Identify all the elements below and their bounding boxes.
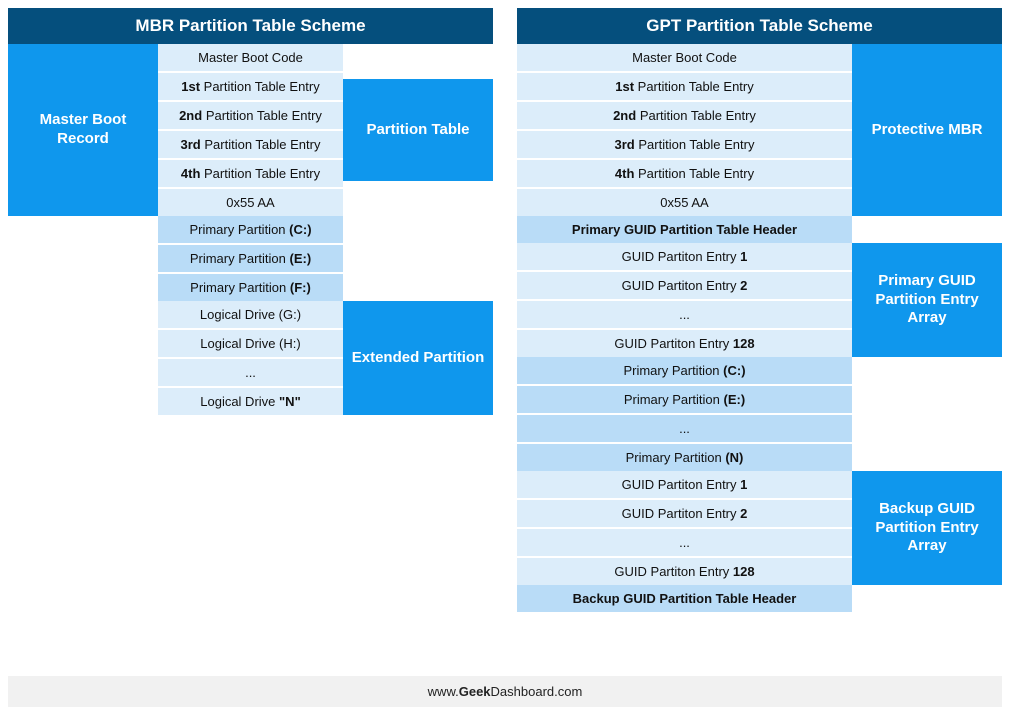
- segment-rows: Master Boot Code1st Partition Table Entr…: [158, 44, 343, 216]
- table-row: GUID Partiton Entry 2: [517, 500, 852, 529]
- mbr-segment: Primary Partition (C:)Primary Partition …: [8, 216, 493, 301]
- table-row: ...: [517, 301, 852, 330]
- table-row: ...: [517, 529, 852, 558]
- table-row: Primary Partition (E:): [517, 386, 852, 415]
- gpt-segment: GUID Partiton Entry 1GUID Partiton Entry…: [517, 471, 1002, 585]
- table-row: GUID Partiton Entry 1: [517, 471, 852, 500]
- segment-rows: GUID Partiton Entry 1GUID Partiton Entry…: [517, 471, 852, 585]
- mbr-right-column: Partition Table: [343, 44, 493, 216]
- gpt-segment: Master Boot Code1st Partition Table Entr…: [517, 44, 1002, 216]
- segment-rows: Backup GUID Partition Table Header: [517, 585, 852, 612]
- mbr-segment: Logical Drive (G:)Logical Drive (H:)...L…: [8, 301, 493, 415]
- blank-spacer: [343, 216, 493, 301]
- mbr-body: Master Boot RecordMaster Boot Code1st Pa…: [8, 44, 493, 415]
- segment-rows: GUID Partiton Entry 1GUID Partiton Entry…: [517, 243, 852, 357]
- table-row: ...: [517, 415, 852, 444]
- blank-spacer: [8, 301, 158, 415]
- footer-prefix: www.: [428, 684, 459, 699]
- table-row: 2nd Partition Table Entry: [158, 102, 343, 131]
- table-row: 3rd Partition Table Entry: [517, 131, 852, 160]
- mbr-right-label: Extended Partition: [343, 301, 493, 415]
- table-row: 0x55 AA: [517, 189, 852, 216]
- table-row: GUID Partiton Entry 128: [517, 558, 852, 585]
- blank-spacer: [343, 181, 493, 216]
- mbr-left-label: Master Boot Record: [8, 44, 158, 216]
- table-row: ...: [158, 359, 343, 388]
- segment-rows: Primary Partition (C:)Primary Partition …: [517, 357, 852, 471]
- footer-attribution: www.GeekDashboard.com: [8, 676, 1002, 707]
- table-row: Primary Partition (E:): [158, 245, 343, 274]
- table-row: Primary Partition (C:): [517, 357, 852, 386]
- table-row: Primary Partition (N): [517, 444, 852, 471]
- table-row: Primary GUID Partition Table Header: [517, 216, 852, 243]
- table-row: Logical Drive "N": [158, 388, 343, 415]
- table-row: Backup GUID Partition Table Header: [517, 585, 852, 612]
- gpt-title: GPT Partition Table Scheme: [517, 8, 1002, 44]
- blank-spacer: [343, 44, 493, 79]
- footer-bold: Geek: [459, 684, 491, 699]
- footer-rest: Dashboard.com: [491, 684, 583, 699]
- gpt-segment: GUID Partiton Entry 1GUID Partiton Entry…: [517, 243, 1002, 357]
- partition-table-label: Partition Table: [343, 79, 493, 182]
- table-row: GUID Partiton Entry 2: [517, 272, 852, 301]
- gpt-segment: Primary GUID Partition Table Header: [517, 216, 1002, 243]
- table-row: GUID Partiton Entry 128: [517, 330, 852, 357]
- table-row: GUID Partiton Entry 1: [517, 243, 852, 272]
- gpt-body: Master Boot Code1st Partition Table Entr…: [517, 44, 1002, 612]
- gpt-right-label: Primary GUID Partition Entry Array: [852, 243, 1002, 357]
- table-row: Master Boot Code: [517, 44, 852, 73]
- table-row: 4th Partition Table Entry: [517, 160, 852, 189]
- table-row: Primary Partition (C:): [158, 216, 343, 245]
- blank-spacer: [852, 585, 1002, 612]
- gpt-panel: GPT Partition Table Scheme Master Boot C…: [517, 8, 1002, 664]
- segment-rows: Primary Partition (C:)Primary Partition …: [158, 216, 343, 301]
- segment-rows: Logical Drive (G:)Logical Drive (H:)...L…: [158, 301, 343, 415]
- table-row: Master Boot Code: [158, 44, 343, 73]
- diagram-content: MBR Partition Table Scheme Master Boot R…: [8, 8, 1002, 664]
- blank-spacer: [8, 216, 158, 301]
- mbr-segment-boot-record: Master Boot RecordMaster Boot Code1st Pa…: [8, 44, 493, 216]
- gpt-segment: Backup GUID Partition Table Header: [517, 585, 1002, 612]
- blank-spacer: [852, 357, 1002, 471]
- table-row: 0x55 AA: [158, 189, 343, 216]
- segment-rows: Master Boot Code1st Partition Table Entr…: [517, 44, 852, 216]
- table-row: 3rd Partition Table Entry: [158, 131, 343, 160]
- blank-spacer: [852, 216, 1002, 243]
- mbr-panel: MBR Partition Table Scheme Master Boot R…: [8, 8, 493, 664]
- gpt-right-label: Protective MBR: [852, 44, 1002, 216]
- table-row: 2nd Partition Table Entry: [517, 102, 852, 131]
- table-row: 1st Partition Table Entry: [517, 73, 852, 102]
- gpt-right-label: Backup GUID Partition Entry Array: [852, 471, 1002, 585]
- table-row: Primary Partition (F:): [158, 274, 343, 301]
- mbr-title: MBR Partition Table Scheme: [8, 8, 493, 44]
- segment-rows: Primary GUID Partition Table Header: [517, 216, 852, 243]
- table-row: 1st Partition Table Entry: [158, 73, 343, 102]
- table-row: Logical Drive (G:): [158, 301, 343, 330]
- table-row: 4th Partition Table Entry: [158, 160, 343, 189]
- table-row: Logical Drive (H:): [158, 330, 343, 359]
- gpt-segment: Primary Partition (C:)Primary Partition …: [517, 357, 1002, 471]
